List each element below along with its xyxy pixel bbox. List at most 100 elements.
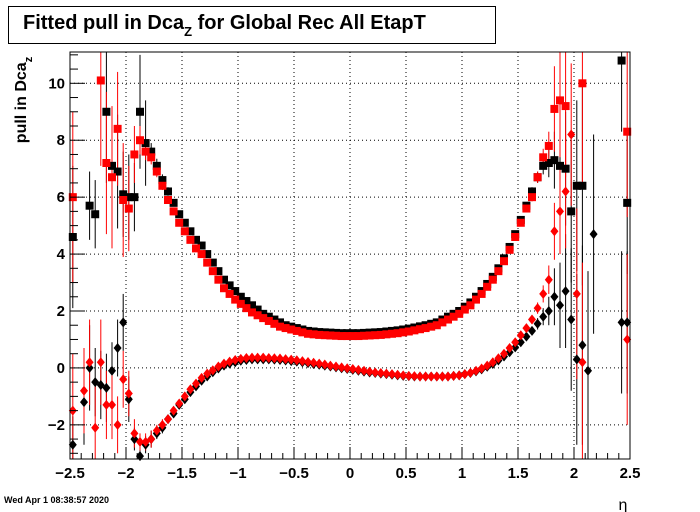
data-point-square: [466, 301, 475, 310]
title-tail: for Global Rec All EtapT: [192, 12, 426, 34]
axis-ticks: −2.5 −2 −1.5 −1 −0.5 0 0.5 1 1.5 2 2.5 −2 0 2 4 6 8 10: [48, 54, 641, 482]
data-point-square: [164, 196, 172, 204]
data-point-square: [147, 147, 156, 156]
data-point-diamond: [533, 303, 542, 314]
data-point-square: [449, 312, 458, 321]
data-point-diamond: [578, 357, 587, 368]
data-point-diamond: [164, 414, 172, 425]
data-point-square: [539, 153, 548, 162]
data-point-diamond: [192, 378, 200, 389]
x-tick-label: 2.5: [620, 465, 641, 482]
data-point-diamond: [197, 372, 206, 383]
data-point-square: [376, 330, 385, 339]
data-point-diamond: [376, 368, 385, 379]
data-point-diamond: [175, 398, 184, 409]
data-point-diamond: [511, 342, 520, 353]
data-point-square: [617, 56, 626, 65]
data-point-square: [460, 305, 469, 314]
data-point-square: [550, 156, 559, 165]
data-point-diamond: [500, 348, 508, 359]
data-point-diamond: [567, 314, 576, 325]
data-point-diamond: [186, 384, 195, 395]
data-point-square: [141, 139, 150, 148]
data-point-diamond: [516, 337, 525, 348]
data-point-diamond: [147, 434, 156, 445]
data-point-square: [113, 167, 122, 176]
x-tick-label: 0: [346, 465, 354, 482]
data-point-square: [242, 297, 251, 306]
data-point-diamond: [169, 405, 178, 416]
data-point-square: [119, 196, 128, 204]
data-point-square: [68, 233, 77, 241]
data-point-square: [96, 76, 105, 85]
data-point-diamond: [539, 288, 548, 299]
x-tick-label: 0.5: [396, 465, 417, 482]
data-point-square: [259, 314, 268, 323]
data-point-diamond: [449, 370, 458, 381]
data-point-square: [365, 331, 374, 340]
data-point-square: [169, 198, 178, 207]
data-point-square: [304, 329, 312, 338]
data-point-square: [399, 328, 408, 337]
data-point-diamond: [550, 291, 559, 302]
y-axis-label-sub: z: [23, 56, 35, 62]
data-point-square: [561, 102, 570, 111]
data-point-square: [248, 308, 256, 317]
data-point-diamond: [516, 330, 525, 341]
data-point-square: [500, 257, 508, 266]
plot-frame: [69, 51, 631, 460]
data-point-diamond: [253, 352, 262, 363]
data-point-diamond: [108, 399, 116, 410]
data-point-square: [410, 326, 419, 335]
data-point-diamond: [242, 352, 251, 363]
data-point-square: [326, 331, 335, 340]
data-point-diamond: [505, 343, 514, 353]
data-point-diamond: [264, 352, 273, 363]
data-point-square: [175, 210, 184, 219]
data-point-diamond: [404, 370, 413, 381]
data-point-square: [455, 309, 464, 318]
data-point-square: [231, 295, 240, 304]
data-point-square: [108, 161, 116, 170]
data-point-square: [259, 309, 268, 318]
data-point-diamond: [432, 371, 441, 382]
data-point-diamond: [556, 206, 564, 217]
data-point-square: [438, 318, 447, 327]
data-point-diamond: [354, 364, 363, 375]
data-point-diamond: [287, 354, 296, 365]
data-point-diamond: [276, 353, 284, 364]
data-point-square: [416, 325, 424, 334]
data-point-diamond: [158, 419, 167, 430]
y-tick-label: 10: [48, 75, 65, 92]
data-point-diamond: [332, 361, 340, 372]
y-tick-label: 0: [57, 360, 65, 377]
data-point-diamond: [119, 374, 128, 385]
y-tick-label: 8: [57, 132, 65, 149]
data-point-square: [214, 275, 223, 284]
data-point-diamond: [124, 388, 133, 399]
data-point-diamond: [259, 352, 268, 363]
x-tick-label: −1: [229, 465, 246, 482]
data-point-diamond: [371, 367, 380, 378]
data-point-diamond: [388, 369, 396, 380]
data-point-square: [220, 275, 228, 284]
data-point-square: [427, 322, 436, 331]
data-point-square: [483, 282, 492, 291]
data-point-diamond: [85, 357, 94, 368]
data-point-square: [444, 315, 452, 324]
data-point-square: [421, 324, 430, 333]
data-point-diamond: [309, 357, 318, 368]
data-point-square: [516, 218, 525, 227]
data-point-square: [108, 173, 116, 182]
data-point-square: [136, 107, 144, 116]
data-point-square: [343, 332, 352, 341]
data-point-square: [472, 295, 480, 304]
data-point-square: [371, 331, 380, 340]
data-point-square: [253, 311, 262, 320]
data-point-diamond: [365, 366, 374, 377]
data-point-square: [623, 127, 632, 136]
y-axis-label: pull in Dcaz: [13, 56, 35, 143]
data-point-diamond: [455, 370, 464, 381]
data-point-diamond: [119, 317, 128, 328]
